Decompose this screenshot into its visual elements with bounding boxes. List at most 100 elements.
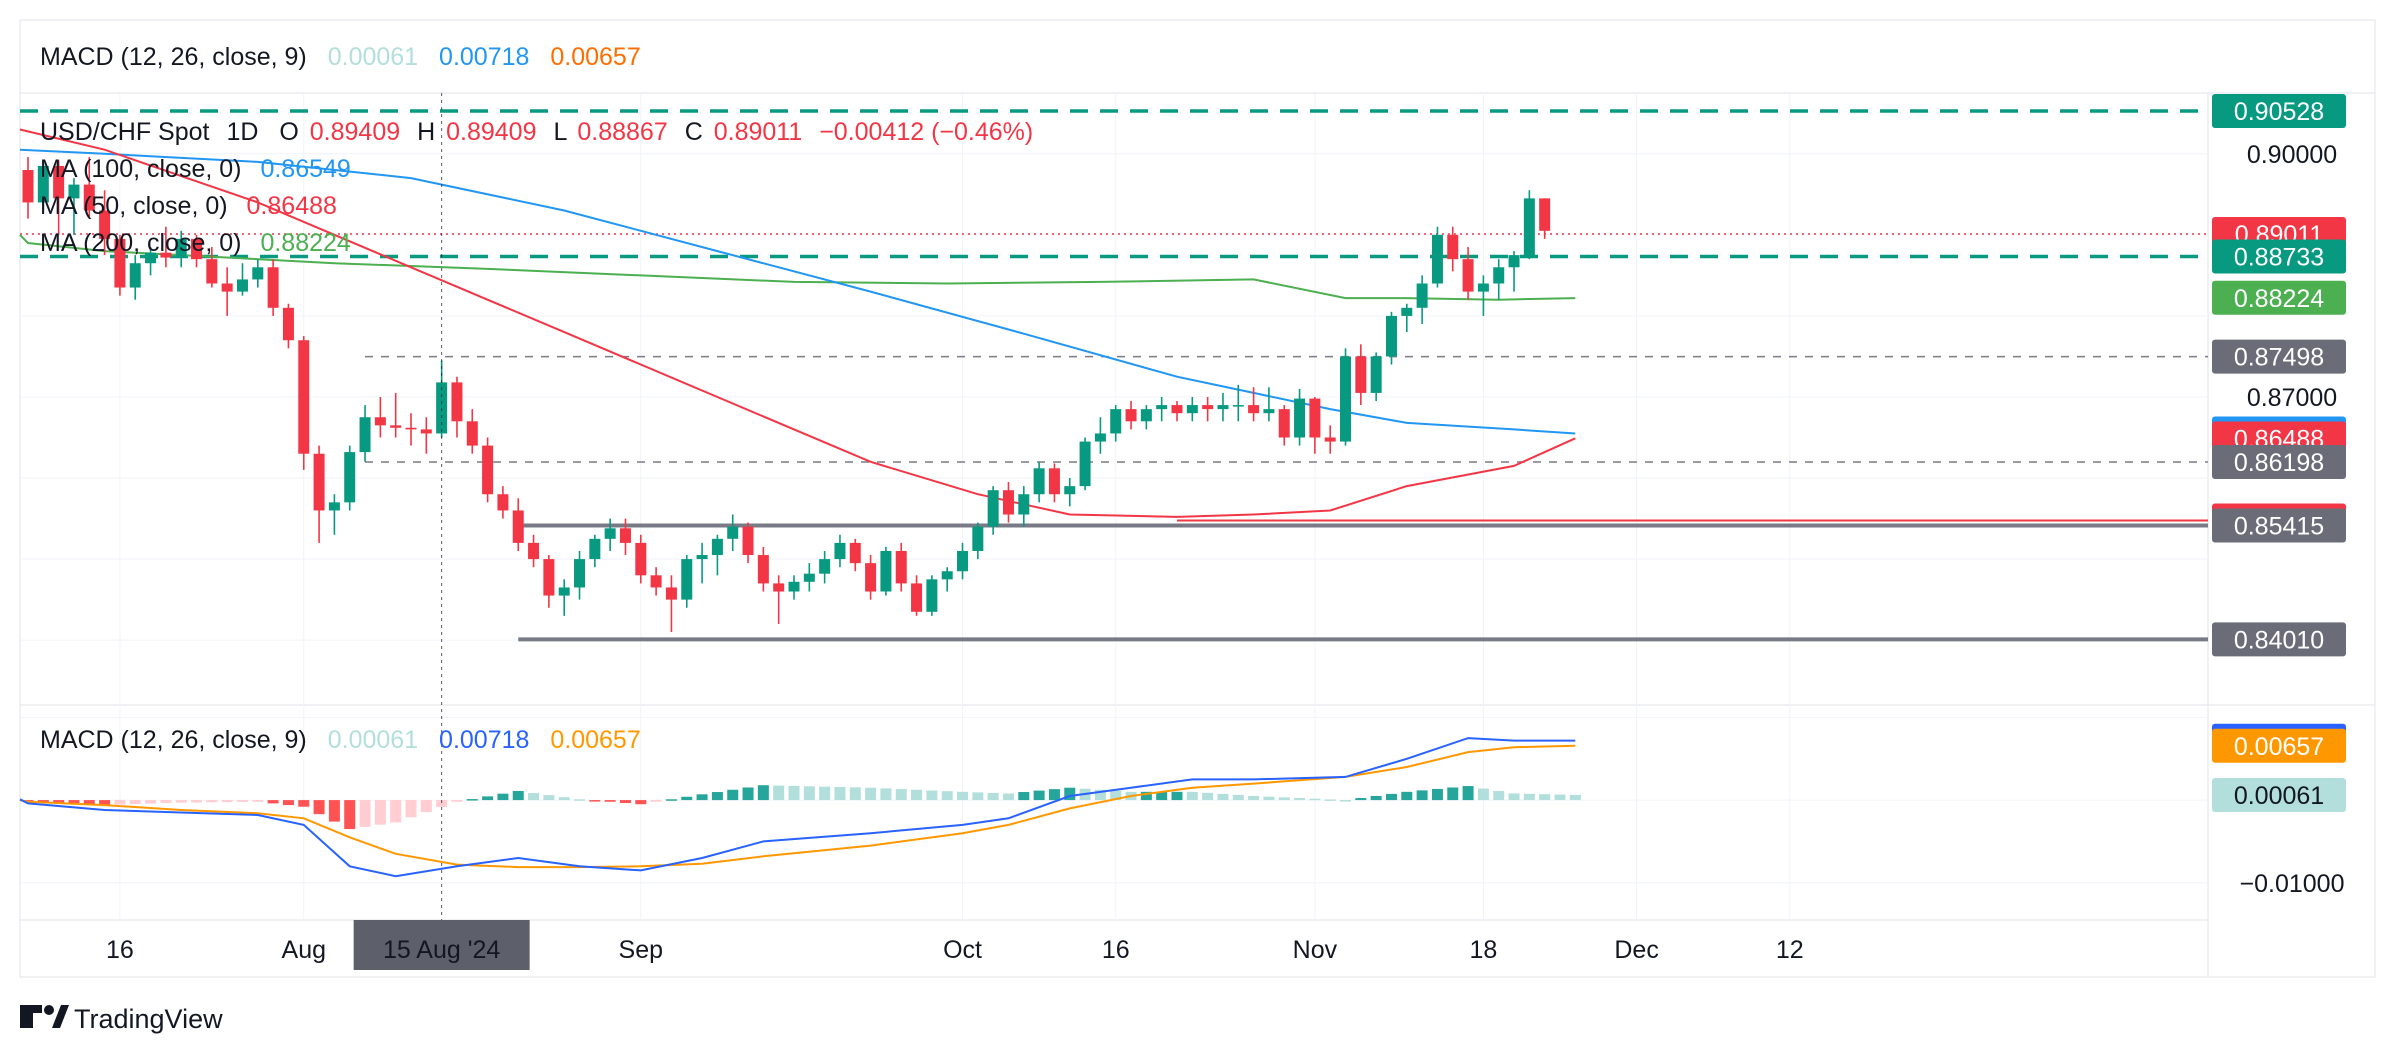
candle-up bbox=[1094, 433, 1106, 442]
macd-histogram-bar bbox=[711, 792, 723, 801]
candle-down bbox=[650, 575, 662, 588]
crosshair-date-label: 15 Aug '24 bbox=[383, 936, 500, 964]
price-tick: 0.90000 bbox=[2247, 141, 2337, 169]
ma50-legend[interactable]: MA (50, close, 0) 0.86488 bbox=[40, 192, 337, 220]
brand-text: TradingView bbox=[74, 1004, 223, 1034]
timeframe: 1D bbox=[226, 118, 258, 146]
symbol-name: USD/CHF Spot bbox=[40, 118, 210, 146]
macd-histogram-bar bbox=[359, 800, 371, 827]
macd-histogram-bar bbox=[957, 791, 969, 801]
macd-histogram-bar bbox=[129, 800, 141, 805]
time-axis[interactable]: 16 Aug Sep Oct 16 Nov 18 Dec 12 15 Aug '24 bbox=[106, 920, 1804, 970]
macd-histogram-bar bbox=[1064, 787, 1076, 801]
macd-histogram-bar bbox=[911, 789, 923, 801]
macd-histogram-bar bbox=[497, 793, 509, 801]
macd-histogram-bar bbox=[114, 800, 126, 805]
macd-histogram-bar bbox=[1217, 793, 1229, 801]
price-label-bg bbox=[2212, 339, 2346, 374]
candle-up bbox=[1186, 405, 1198, 414]
candle-down bbox=[22, 170, 34, 203]
ma200-value: 0.88224 bbox=[260, 229, 350, 257]
candle-up bbox=[1477, 283, 1489, 292]
macd-histogram-bar bbox=[834, 786, 846, 801]
macd-histogram-bar bbox=[1539, 794, 1551, 801]
candle-down bbox=[1539, 198, 1551, 231]
macd-histogram-bar bbox=[236, 800, 248, 802]
macd-histogram-bar bbox=[1340, 800, 1352, 802]
macd-histogram-bar bbox=[1569, 794, 1581, 801]
ma200-legend[interactable]: MA (200, close, 0) 0.88224 bbox=[40, 229, 351, 257]
candle-down bbox=[865, 563, 877, 592]
macd-histogram-bar bbox=[1324, 799, 1336, 801]
macd-histogram-bar bbox=[282, 800, 294, 806]
tradingview-logo[interactable]: TradingView bbox=[20, 1004, 223, 1034]
time-tick: Nov bbox=[1293, 936, 1338, 964]
macd-histogram-bar bbox=[987, 792, 999, 801]
candle-down bbox=[1309, 398, 1321, 438]
macd-histogram-bar bbox=[1294, 798, 1306, 801]
price-tick: 0.87000 bbox=[2247, 384, 2337, 412]
candle-down bbox=[1324, 437, 1336, 442]
macd-histogram-bar bbox=[895, 789, 907, 801]
macd-line-value: 0.00718 bbox=[439, 726, 529, 754]
candle-up bbox=[972, 526, 984, 551]
macd-histogram-bar bbox=[727, 789, 739, 801]
symbol-legend[interactable]: USD/CHF Spot 1D O 0.89409 H 0.89409 L 0.… bbox=[40, 118, 1033, 146]
macd-histogram-bar bbox=[1493, 791, 1505, 801]
macd-histogram-bar bbox=[221, 800, 233, 803]
price-label: 0.85415 bbox=[2234, 512, 2324, 540]
macd-histogram-bar bbox=[99, 800, 111, 806]
ohlc-o-label: O bbox=[279, 118, 298, 146]
top-macd-title: MACD (12, 26, close, 9) bbox=[40, 43, 307, 71]
candle-up bbox=[1340, 356, 1352, 442]
candle-up bbox=[68, 184, 80, 199]
macd-histogram-bar bbox=[849, 787, 861, 801]
ma100-legend[interactable]: MA (100, close, 0) 0.86549 bbox=[40, 155, 351, 183]
candle-up bbox=[788, 581, 800, 592]
macd-histogram-bar bbox=[1140, 791, 1152, 801]
candle-up bbox=[987, 490, 999, 527]
time-tick: Oct bbox=[943, 936, 982, 964]
macd-histogram-bar bbox=[1523, 793, 1535, 801]
macd-histogram-bar bbox=[1263, 796, 1275, 801]
candle-up bbox=[1523, 198, 1535, 256]
candle-up bbox=[1401, 307, 1413, 316]
ma50-label: MA (50, close, 0) bbox=[40, 192, 228, 220]
candle-down bbox=[849, 542, 861, 564]
price-label-bg bbox=[2212, 622, 2346, 657]
top-macd-legend: MACD (12, 26, close, 9) 0.00061 0.00718 … bbox=[40, 43, 641, 71]
price-label-bg bbox=[2212, 93, 2346, 128]
macd-pane bbox=[19, 737, 1581, 878]
candle-up bbox=[1156, 405, 1168, 410]
candle-down bbox=[313, 453, 325, 511]
candle-up bbox=[589, 538, 601, 560]
candle-up bbox=[1493, 267, 1505, 284]
macd-histogram-bar bbox=[650, 800, 662, 802]
macd-histogram-bar bbox=[1202, 792, 1214, 801]
candle-down bbox=[1048, 468, 1060, 495]
macd-histogram-bar bbox=[466, 799, 478, 801]
macd-signal-line bbox=[19, 744, 1576, 869]
candle-down bbox=[497, 494, 509, 511]
time-tick: Aug bbox=[282, 936, 326, 964]
candle-down bbox=[1202, 405, 1214, 410]
macd-histogram-bar bbox=[83, 800, 95, 805]
macd-histogram-bar bbox=[420, 800, 432, 813]
candle-up bbox=[359, 417, 371, 453]
candle-down bbox=[374, 417, 386, 426]
candle-down bbox=[742, 526, 754, 556]
candle-up bbox=[558, 587, 570, 596]
macd-histogram-bar bbox=[1477, 788, 1489, 801]
macd-histogram-bar bbox=[267, 800, 279, 804]
price-label-bg bbox=[2212, 280, 2346, 315]
macd-histogram-bar bbox=[1094, 789, 1106, 801]
macd-histogram-bar bbox=[451, 800, 463, 802]
macd-histogram-bar bbox=[160, 800, 172, 804]
candle-up bbox=[696, 555, 708, 560]
candle-down bbox=[405, 427, 417, 430]
macd-legend[interactable]: MACD (12, 26, close, 9) 0.00061 0.00718 … bbox=[40, 726, 641, 754]
macd-histogram-bar bbox=[512, 791, 524, 801]
price-label-bg bbox=[2212, 444, 2346, 479]
